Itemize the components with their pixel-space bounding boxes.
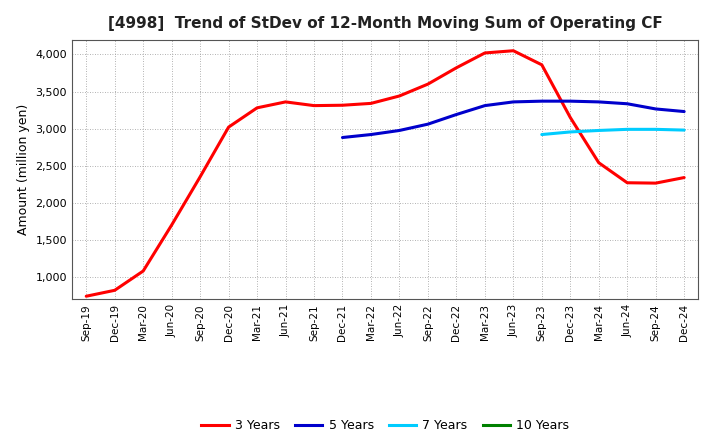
3 Years: [110, 288, 119, 293]
3 Years: [196, 174, 204, 180]
3 Years: [310, 103, 318, 108]
3 Years: [566, 115, 575, 120]
3 Years: [253, 105, 261, 110]
3 Years: [423, 81, 432, 87]
3 Years: [537, 62, 546, 67]
Line: 3 Years: 3 Years: [86, 51, 684, 296]
5 Years: [595, 99, 603, 105]
5 Years: [366, 132, 375, 137]
3 Years: [395, 93, 404, 99]
5 Years: [480, 103, 489, 108]
Title: [4998]  Trend of StDev of 12-Month Moving Sum of Operating CF: [4998] Trend of StDev of 12-Month Moving…: [108, 16, 662, 32]
3 Years: [167, 222, 176, 227]
3 Years: [225, 125, 233, 130]
5 Years: [566, 99, 575, 104]
7 Years: [537, 132, 546, 137]
5 Years: [680, 109, 688, 114]
3 Years: [282, 99, 290, 105]
5 Years: [423, 121, 432, 127]
3 Years: [452, 65, 461, 70]
5 Years: [509, 99, 518, 105]
5 Years: [652, 106, 660, 112]
5 Years: [338, 135, 347, 140]
5 Years: [537, 99, 546, 104]
3 Years: [595, 160, 603, 165]
5 Years: [623, 101, 631, 106]
7 Years: [623, 127, 631, 132]
7 Years: [566, 129, 575, 135]
Line: 5 Years: 5 Years: [343, 101, 684, 138]
Line: 7 Years: 7 Years: [541, 129, 684, 135]
3 Years: [623, 180, 631, 185]
3 Years: [82, 293, 91, 299]
7 Years: [652, 127, 660, 132]
3 Years: [652, 180, 660, 186]
3 Years: [139, 268, 148, 274]
Y-axis label: Amount (million yen): Amount (million yen): [17, 104, 30, 235]
5 Years: [452, 112, 461, 117]
3 Years: [338, 103, 347, 108]
3 Years: [366, 101, 375, 106]
Legend: 3 Years, 5 Years, 7 Years, 10 Years: 3 Years, 5 Years, 7 Years, 10 Years: [196, 414, 575, 437]
3 Years: [509, 48, 518, 53]
5 Years: [395, 128, 404, 133]
3 Years: [680, 175, 688, 180]
7 Years: [680, 128, 688, 133]
3 Years: [480, 50, 489, 55]
7 Years: [595, 128, 603, 133]
